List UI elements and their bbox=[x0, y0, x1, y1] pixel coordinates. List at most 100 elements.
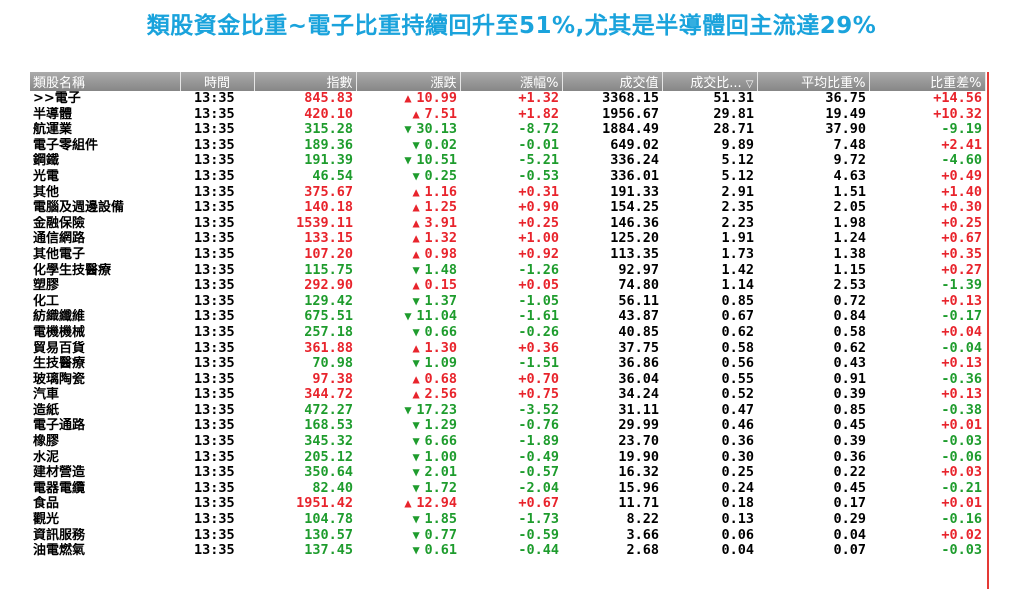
table-row[interactable]: 紡織纖維 13:35 675.51 ▼ 11.04 -1.61 43.87 0.67 0.84 -… bbox=[30, 309, 985, 325]
cell-sector-name[interactable]: 鋼鐵 bbox=[33, 153, 60, 169]
cell-ratio-diff: +0.30 bbox=[941, 200, 982, 216]
table-row[interactable]: 航運業 13:35 315.28 ▼ 30.13 -8.72 1884.49 28.71 37.… bbox=[30, 122, 985, 138]
cell-index: 675.51 bbox=[304, 309, 353, 325]
cell-change-pct: -0.01 bbox=[518, 137, 559, 153]
table-row[interactable]: 觀光 13:35 104.78 ▼ 1.85 -1.73 8.22 0.13 0.29 -0.16 bbox=[30, 512, 985, 528]
table-row[interactable]: 鋼鐵 13:35 191.39 ▼ 10.51 -5.21 336.24 5.12 9.72 -4… bbox=[30, 153, 985, 169]
column-header-change-pct[interactable]: 漲幅% bbox=[460, 72, 563, 91]
cell-sector-name[interactable]: 半導體 bbox=[33, 106, 73, 122]
cell-sector-name[interactable]: 水泥 bbox=[33, 449, 60, 465]
table-row[interactable]: >>電子 13:35 845.83 ▲ 10.99 +1.32 3368.15 51.31 36… bbox=[30, 91, 985, 107]
cell-sector-name[interactable]: 其他電子 bbox=[33, 246, 86, 262]
column-header-index[interactable]: 指數 bbox=[254, 72, 357, 91]
table-row[interactable]: 造紙 13:35 472.27 ▼ 17.23 -3.52 31.11 0.47 0.85 -0.… bbox=[30, 403, 985, 419]
cell-sector-name[interactable]: 金融保險 bbox=[33, 215, 86, 231]
cell-avg-ratio: 0.29 bbox=[833, 512, 866, 528]
cell-sector-name[interactable]: 電子零組件 bbox=[33, 137, 99, 153]
cell-change: ▲ 0.68 bbox=[356, 372, 460, 388]
down-triangle-icon: ▼ bbox=[404, 122, 412, 137]
table-row[interactable]: 電子通路 13:35 168.53 ▼ 1.29 -0.76 29.99 0.46 0.45 +0… bbox=[30, 418, 985, 434]
table-row[interactable]: 塑膠 13:35 292.90 ▲ 0.15 +0.05 74.80 1.14 2.53 -1.3… bbox=[30, 278, 985, 294]
cell-sector-name[interactable]: 油電燃氣 bbox=[33, 543, 86, 559]
cell-index: 292.90 bbox=[304, 278, 353, 294]
cell-sector-name[interactable]: 生技醫療 bbox=[33, 356, 86, 372]
cell-sector-name[interactable]: 通信網路 bbox=[33, 231, 86, 247]
cell-avg-ratio: 0.45 bbox=[833, 418, 866, 434]
cell-sector-name[interactable]: 光電 bbox=[33, 168, 60, 184]
cell-volume: 37.75 bbox=[618, 340, 659, 356]
table-row[interactable]: 橡膠 13:35 345.32 ▼ 6.66 -1.89 23.70 0.36 0.39 -0.0… bbox=[30, 434, 985, 450]
cell-sector-name[interactable]: 資訊服務 bbox=[33, 527, 86, 543]
column-header-change[interactable]: 漲跌 bbox=[356, 72, 461, 91]
cell-sector-name[interactable]: 觀光 bbox=[33, 512, 60, 528]
cell-sector-name[interactable]: 建材營造 bbox=[33, 465, 86, 481]
cell-change-value: 1.32 bbox=[424, 231, 457, 247]
cell-sector-name[interactable]: 電子通路 bbox=[33, 418, 86, 434]
cell-sector-name[interactable]: 玻璃陶瓷 bbox=[33, 371, 86, 387]
cell-sector-name[interactable]: 電機機械 bbox=[33, 324, 86, 340]
table-row[interactable]: 電機機械 13:35 257.18 ▼ 0.66 -0.26 40.85 0.62 0.58 +0… bbox=[30, 325, 985, 341]
cell-sector-name[interactable]: >>電子 bbox=[33, 91, 81, 106]
table-row[interactable]: 電子零組件 13:35 189.36 ▼ 0.02 -0.01 649.02 9.89 7.48… bbox=[30, 138, 985, 154]
table-row[interactable]: 電腦及週邊設備 13:35 140.18 ▲ 1.25 +0.90 154.25 2.35 2.… bbox=[30, 200, 985, 216]
cell-index: 191.39 bbox=[304, 153, 353, 169]
table-row[interactable]: 生技醫療 13:35 70.98 ▼ 1.09 -1.51 36.86 0.56 0.43 +0.… bbox=[30, 356, 985, 372]
table-row[interactable]: 化工 13:35 129.42 ▼ 1.37 -1.05 56.11 0.85 0.72 +0.1… bbox=[30, 294, 985, 310]
table-row[interactable]: 半導體 13:35 420.10 ▲ 7.51 +1.82 1956.67 29.81 19.4… bbox=[30, 107, 985, 123]
cell-sector-name[interactable]: 貿易百貨 bbox=[33, 340, 86, 356]
cell-sector-name[interactable]: 汽車 bbox=[33, 387, 60, 403]
table-row[interactable]: 電器電纜 13:35 82.40 ▼ 1.72 -2.04 15.96 0.24 0.45 -0.… bbox=[30, 481, 985, 497]
cell-change-pct: -0.57 bbox=[518, 465, 559, 481]
cell-sector-name[interactable]: 食品 bbox=[33, 496, 60, 512]
table-row[interactable]: 汽車 13:35 344.72 ▲ 2.56 +0.75 34.24 0.52 0.39 +0.1… bbox=[30, 387, 985, 403]
cell-sector-name[interactable]: 電腦及週邊設備 bbox=[33, 200, 125, 216]
sort-desc-icon[interactable]: ▽ bbox=[745, 79, 754, 90]
table-row[interactable]: 貿易百貨 13:35 361.88 ▲ 1.30 +0.36 37.75 0.58 0.62 -0… bbox=[30, 341, 985, 357]
table-row[interactable]: 金融保險 13:35 1539.11 ▲ 3.91 +0.25 146.36 2.23 1.98… bbox=[30, 216, 985, 232]
table-row[interactable]: 建材營造 13:35 350.64 ▼ 2.01 -0.57 16.32 0.25 0.22 +0… bbox=[30, 465, 985, 481]
column-header-avg-ratio[interactable]: 平均比重% bbox=[757, 72, 870, 91]
column-header-time[interactable]: 時間 bbox=[180, 72, 255, 91]
cell-sector-name[interactable]: 電器電纜 bbox=[33, 480, 86, 496]
cell-ratio-diff: +0.67 bbox=[941, 231, 982, 247]
cell-sector-name[interactable]: 塑膠 bbox=[33, 278, 60, 294]
cell-change-value: 1.72 bbox=[424, 480, 457, 496]
table-row[interactable]: 通信網路 13:35 133.15 ▲ 1.32 +1.00 125.20 1.91 1.24 +… bbox=[30, 231, 985, 247]
cell-sector-name[interactable]: 紡織纖維 bbox=[33, 309, 86, 325]
cell-avg-ratio: 0.39 bbox=[833, 434, 866, 450]
column-header-volume[interactable]: 成交值 bbox=[562, 72, 663, 91]
cell-ratio-diff: +0.25 bbox=[941, 215, 982, 231]
cell-time: 13:35 bbox=[194, 465, 235, 481]
table-row[interactable]: 資訊服務 13:35 130.57 ▼ 0.77 -0.59 3.66 0.06 0.04 +0.… bbox=[30, 528, 985, 544]
cell-volume-ratio: 28.71 bbox=[713, 122, 754, 138]
cell-sector-name[interactable]: 航運業 bbox=[33, 122, 73, 138]
cell-volume: 19.90 bbox=[618, 449, 659, 465]
table-row[interactable]: 玻璃陶瓷 13:35 97.38 ▲ 0.68 +0.70 36.04 0.55 0.91 -0.… bbox=[30, 372, 985, 388]
table-row[interactable]: 油電燃氣 13:35 137.45 ▼ 0.61 -0.44 2.68 0.04 0.07 -0.… bbox=[30, 543, 985, 559]
cell-volume-ratio: 29.81 bbox=[713, 106, 754, 122]
cell-sector-name[interactable]: 造紙 bbox=[33, 402, 60, 418]
table-row[interactable]: 其他 13:35 375.67 ▲ 1.16 +0.31 191.33 2.91 1.51 +1.… bbox=[30, 185, 985, 201]
cell-sector-name[interactable]: 其他 bbox=[33, 184, 60, 200]
cell-avg-ratio: 1.38 bbox=[833, 246, 866, 262]
cell-avg-ratio: 19.49 bbox=[825, 106, 866, 122]
cell-ratio-diff: -4.60 bbox=[941, 153, 982, 169]
down-triangle-icon: ▼ bbox=[412, 449, 420, 464]
column-header-ratio-diff[interactable]: 比重差% bbox=[869, 72, 986, 91]
column-header-name[interactable]: 類股名稱 bbox=[30, 72, 181, 91]
cell-sector-name[interactable]: 化學生技醫療 bbox=[33, 262, 112, 278]
cell-volume: 113.35 bbox=[610, 246, 659, 262]
table-row[interactable]: 食品 13:35 1951.42 ▲ 12.94 +0.67 11.71 0.18 0.17 +0… bbox=[30, 496, 985, 512]
cell-sector-name[interactable]: 橡膠 bbox=[33, 434, 60, 450]
table-row[interactable]: 水泥 13:35 205.12 ▼ 1.00 -0.49 19.90 0.30 0.36 -0.0… bbox=[30, 450, 985, 466]
table-row[interactable]: 化學生技醫療 13:35 115.75 ▼ 1.48 -1.26 92.97 1.42 1.15… bbox=[30, 263, 985, 279]
cell-change: ▼ 0.61 bbox=[356, 543, 460, 559]
cell-ratio-diff: +0.13 bbox=[941, 293, 982, 309]
sector-table-container[interactable]: 類股名稱 時間 指數 漲跌 漲幅% 成交值 成交比... ▽ 平均比重% 比重差… bbox=[30, 72, 989, 589]
table-row[interactable]: 其他電子 13:35 107.20 ▲ 0.98 +0.92 113.35 1.73 1.38 +… bbox=[30, 247, 985, 263]
cell-sector-name[interactable]: 化工 bbox=[33, 293, 60, 309]
cell-volume: 36.86 bbox=[618, 356, 659, 372]
table-row[interactable]: 光電 13:35 46.54 ▼ 0.25 -0.53 336.01 5.12 4.63 +0.4… bbox=[30, 169, 985, 185]
column-header-volume-ratio[interactable]: 成交比... ▽ bbox=[662, 72, 758, 91]
cell-volume-ratio: 9.89 bbox=[721, 137, 754, 153]
